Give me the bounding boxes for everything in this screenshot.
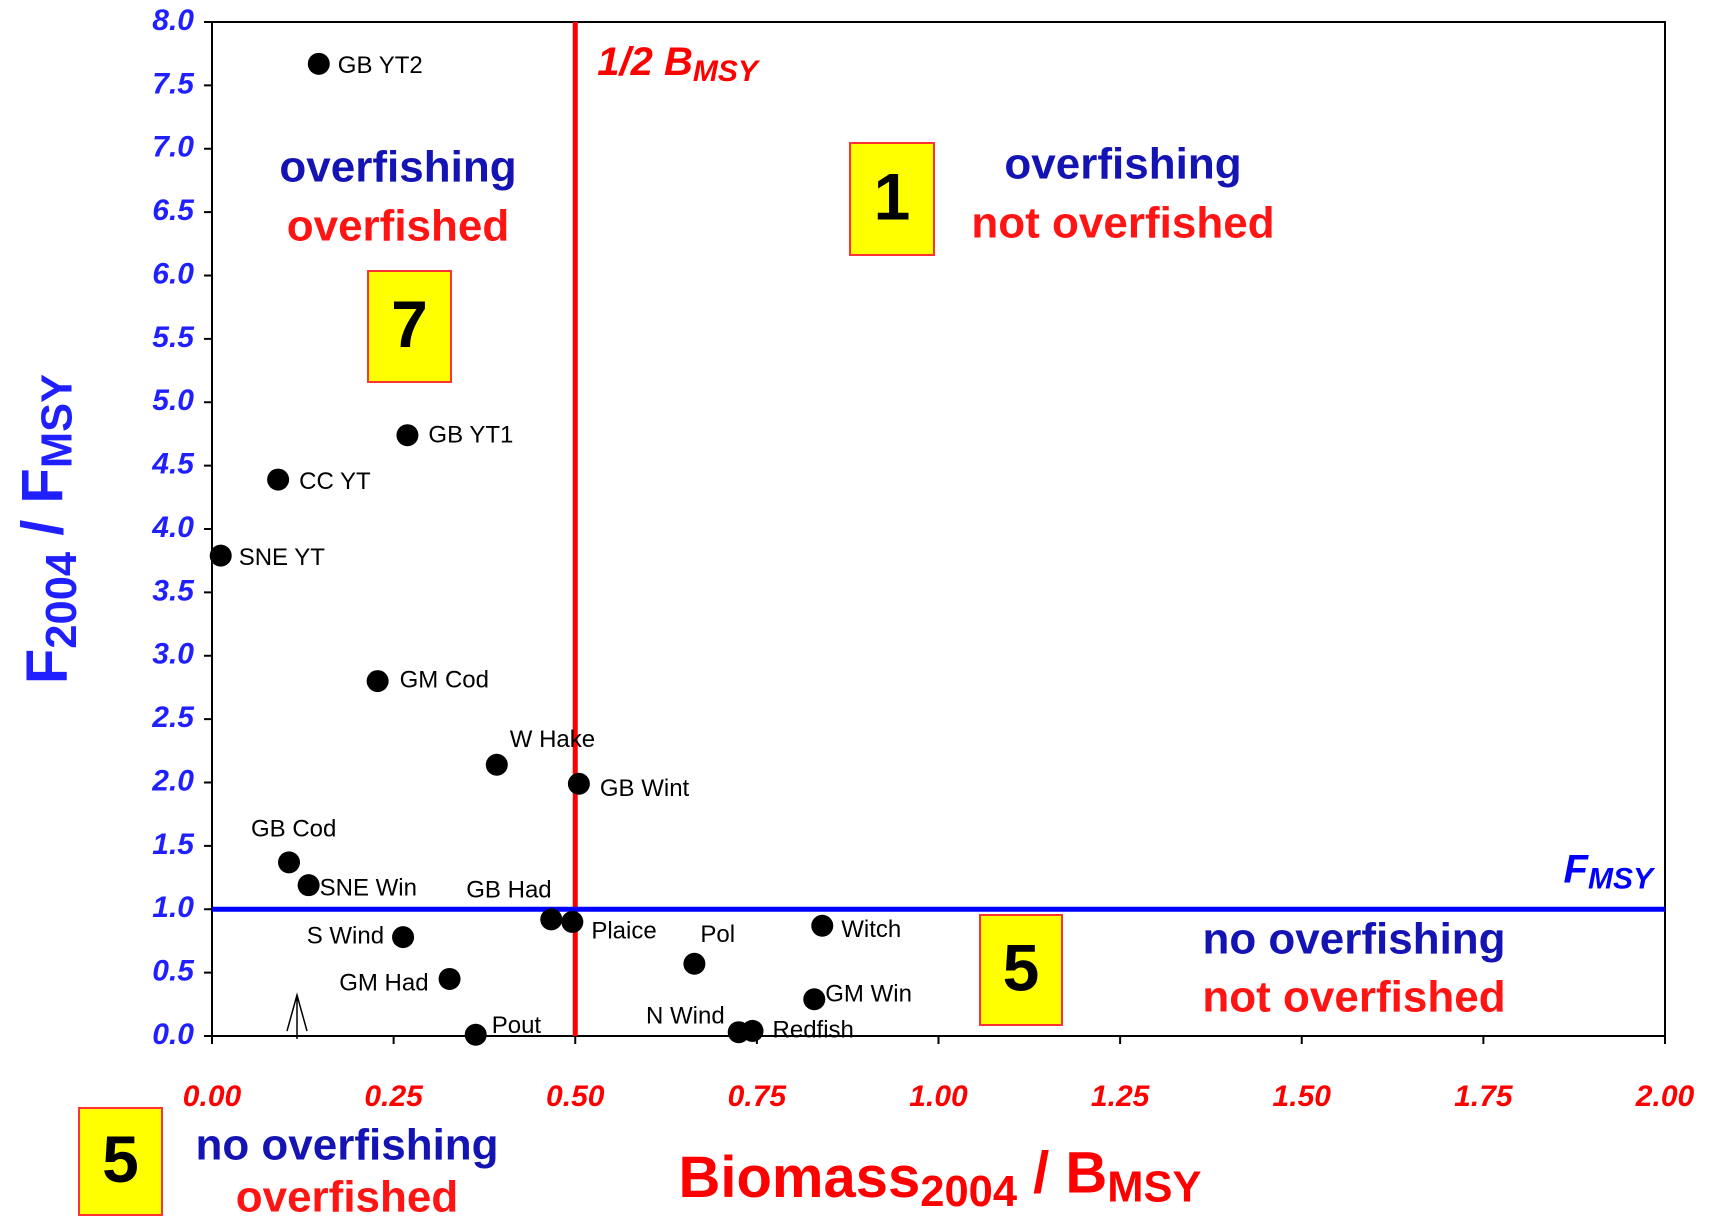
annotation-line: overfishing: [279, 143, 516, 192]
point: [741, 1019, 764, 1042]
point-label: GM Win: [825, 981, 912, 1008]
annotation-number: 5: [1003, 930, 1040, 1004]
reference-label-sub: MSY: [693, 55, 761, 88]
point-label: GB YT1: [428, 422, 513, 449]
y-tick-label: 0.0: [152, 1018, 194, 1051]
x-tick-label: 1.25: [1091, 1080, 1151, 1113]
y-tick-label: 6.5: [152, 194, 195, 227]
point: [811, 914, 834, 937]
point-label: W Hake: [510, 726, 595, 753]
point: [485, 753, 508, 776]
y-tick-label: 5.0: [152, 384, 194, 417]
point: [396, 424, 419, 447]
x-axis-label: Biomass2004 / BMSY: [678, 1141, 1201, 1217]
annotation-number: 5: [102, 1122, 139, 1196]
point: [366, 670, 389, 693]
x-axis-label-part: / B: [1017, 1141, 1107, 1206]
y-tick-label: 4.5: [151, 448, 195, 481]
point-label: SNE Win: [320, 875, 417, 902]
x-tick-label: 0.50: [546, 1080, 605, 1113]
reference-label-sub: MSY: [1588, 862, 1656, 895]
point-label: GM Had: [339, 969, 428, 996]
reference-label-part: 1/2 B: [597, 40, 693, 84]
point-label: Pout: [492, 1012, 542, 1039]
point-label: N Wind: [646, 1003, 725, 1030]
point-label: CC YT: [299, 468, 371, 495]
y-tick-label: 5.5: [152, 321, 195, 354]
y-tick-label: 1.0: [152, 891, 194, 924]
point: [683, 952, 706, 975]
y-axis-label-part: F: [15, 649, 80, 684]
y-axis-label-sub: 2004: [39, 552, 87, 649]
annotation-number: 1: [874, 159, 911, 233]
x-tick-label: 0.00: [183, 1080, 242, 1113]
x-axis-label-sub: MSY: [1107, 1164, 1201, 1212]
point: [392, 926, 415, 949]
y-tick-label: 7.0: [152, 131, 194, 164]
y-tick-label: 3.0: [152, 638, 194, 671]
point: [803, 988, 826, 1011]
point: [209, 544, 232, 567]
point: [297, 874, 320, 897]
y-tick-label: 0.5: [152, 955, 195, 988]
point-label: S Wind: [307, 922, 384, 949]
annotation-line: overfishing: [1004, 140, 1241, 189]
point: [464, 1023, 487, 1046]
annotation-line: not overfished: [971, 199, 1274, 248]
annotation-box: [78, 1107, 163, 1216]
y-axis-label-sub: MSY: [34, 374, 82, 468]
point: [278, 851, 301, 874]
reference-label-part: F: [1564, 847, 1590, 891]
arrow: [286, 992, 308, 1039]
point: [567, 772, 590, 795]
y-tick-label: 2.0: [151, 764, 194, 797]
point-label: GB Wint: [600, 775, 690, 802]
x-tick-label: 1.75: [1454, 1080, 1514, 1113]
point: [438, 967, 461, 990]
annotation-line: overfished: [236, 1173, 459, 1221]
y-tick-label: 4.0: [151, 511, 194, 544]
annotation-line: no overfishing: [1202, 915, 1505, 964]
point-label: Redfish: [773, 1016, 854, 1043]
x-tick-label: 0.75: [728, 1080, 788, 1113]
point-label: Pol: [700, 921, 735, 948]
point-label: GB Had: [466, 877, 551, 904]
y-tick-label: 2.5: [151, 701, 195, 734]
point: [561, 910, 584, 933]
annotation-box: [849, 142, 935, 256]
annotation-line: no overfishing: [195, 1121, 498, 1170]
y-tick-label: 7.5: [152, 67, 195, 100]
point-label: SNE YT: [239, 544, 326, 571]
annotation-number: 7: [391, 287, 428, 361]
y-axis-label: F2004 / FMSY: [11, 374, 87, 684]
x-tick-label: 1.50: [1273, 1080, 1332, 1113]
point: [267, 468, 290, 491]
x-axis-label-part: Biomass: [678, 1145, 920, 1210]
y-axis-label-part: / F: [11, 468, 76, 552]
x-tick-label: 1.00: [909, 1080, 968, 1113]
reference-label: 1/2 BMSY: [597, 40, 761, 88]
x-tick-label: 2.00: [1635, 1080, 1695, 1113]
y-tick-label: 1.5: [152, 828, 195, 861]
annotation-box: [367, 270, 452, 383]
annotation-box: [979, 914, 1063, 1026]
reference-label: FMSY: [1564, 847, 1656, 895]
x-tick-label: 0.25: [364, 1080, 424, 1113]
y-tick-label: 8.0: [152, 4, 194, 37]
point-label: Plaice: [591, 917, 656, 944]
annotation-line: overfished: [287, 202, 510, 251]
point-label: Witch: [841, 916, 901, 943]
point: [307, 52, 330, 75]
annotation-line: not overfished: [1202, 973, 1505, 1022]
point-label: GB YT2: [338, 52, 423, 79]
point: [540, 908, 563, 931]
x-axis-label-sub: 2004: [920, 1169, 1017, 1217]
y-tick-label: 3.5: [152, 574, 195, 607]
point-label: GB Cod: [251, 816, 336, 843]
point-label: GM Cod: [400, 666, 489, 693]
y-tick-label: 6.0: [152, 257, 194, 290]
